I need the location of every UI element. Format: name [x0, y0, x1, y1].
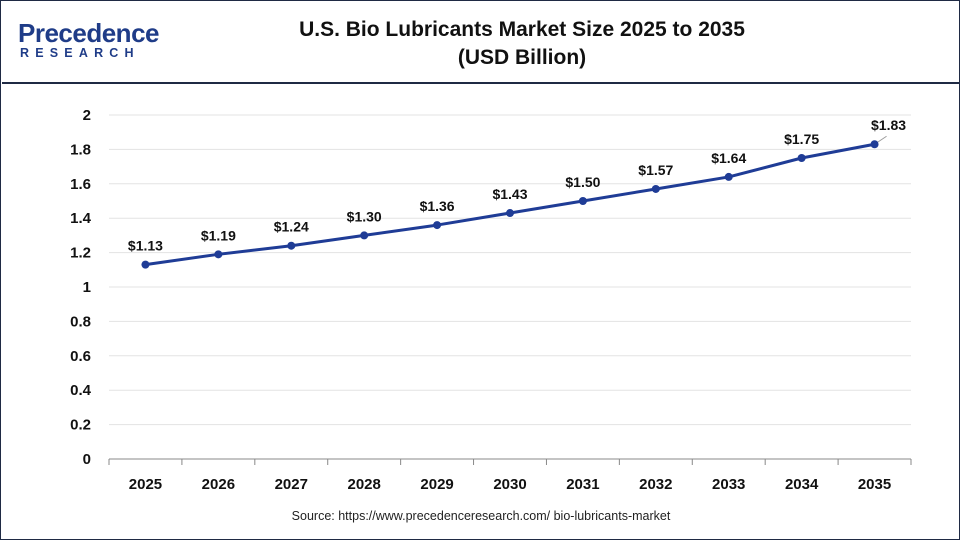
y-tick-label: 1.2: [70, 245, 91, 262]
x-tick-label: 2026: [202, 476, 235, 493]
data-label: $1.36: [420, 198, 455, 214]
data-label: $1.50: [565, 174, 600, 190]
data-point: [651, 184, 660, 193]
chart-title-line-1: U.S. Bio Lubricants Market Size 2025 to …: [299, 18, 745, 41]
x-tick-label: 2035: [858, 476, 891, 493]
data-label: $1.24: [274, 219, 309, 235]
data-point: [506, 209, 514, 218]
y-tick-label: 1.8: [70, 141, 91, 158]
y-tick-label: 1.6: [70, 176, 91, 193]
chart-header: Precedence RESEARCH U.S. Bio Lubricants …: [2, 2, 960, 84]
y-tick-label: 0.2: [70, 417, 91, 434]
brand-logo: Precedence RESEARCH: [18, 18, 168, 66]
x-tick-label: 2030: [493, 476, 526, 493]
series-line: [145, 142, 875, 267]
y-tick-label: 1: [83, 279, 91, 296]
x-tick-label: 2028: [347, 476, 380, 493]
data-point: [724, 172, 733, 181]
data-label: $1.19: [201, 227, 236, 243]
data-point: [141, 260, 150, 269]
line-chart: 0 0.2 0.4 0.6 0.8 1 1.2 1.4 1.6 1.8 2 2025 2026 2027 2…: [70, 107, 912, 493]
data-label: $1.13: [128, 238, 163, 254]
data-point: [797, 154, 806, 162]
data-point: [287, 241, 296, 250]
y-tick-label: 0.6: [70, 348, 91, 365]
chart-title-line-2: (USD Billion): [457, 46, 587, 69]
data-label: $1.43: [492, 186, 527, 202]
data-label: $1.64: [711, 150, 746, 166]
x-tick-label: 2034: [785, 476, 819, 493]
data-point: [214, 250, 223, 259]
data-label: $1.57: [638, 162, 673, 178]
x-tick-label: 2031: [566, 476, 599, 493]
x-tick-label: 2029: [420, 476, 453, 493]
data-point: [578, 197, 587, 205]
data-label: $1.83: [871, 117, 906, 133]
data-label: $1.30: [347, 208, 382, 224]
x-tick-label: 2027: [275, 476, 308, 493]
data-label: $1.75: [784, 131, 819, 147]
x-tick-label: 2032: [639, 476, 672, 493]
y-tick-label: 0.4: [70, 382, 92, 399]
chart-title: U.S. Bio Lubricants Market Size 2025 to …: [242, 16, 802, 72]
logo-subtitle: RESEARCH: [20, 46, 140, 60]
source-note: Source: https://www.precedenceresearch.c…: [291, 509, 671, 523]
y-tick-label: 0.8: [70, 313, 91, 330]
x-tick-label: 2033: [712, 476, 745, 493]
data-point: [360, 231, 369, 240]
y-tick-label: 0: [83, 451, 91, 468]
x-tick-label: 2025: [129, 476, 162, 493]
y-tick-label: 1.4: [70, 210, 92, 227]
logo-word: Precedence: [18, 18, 159, 48]
y-tick-label: 2: [83, 107, 91, 124]
data-point: [870, 140, 879, 149]
data-point: [433, 221, 442, 230]
